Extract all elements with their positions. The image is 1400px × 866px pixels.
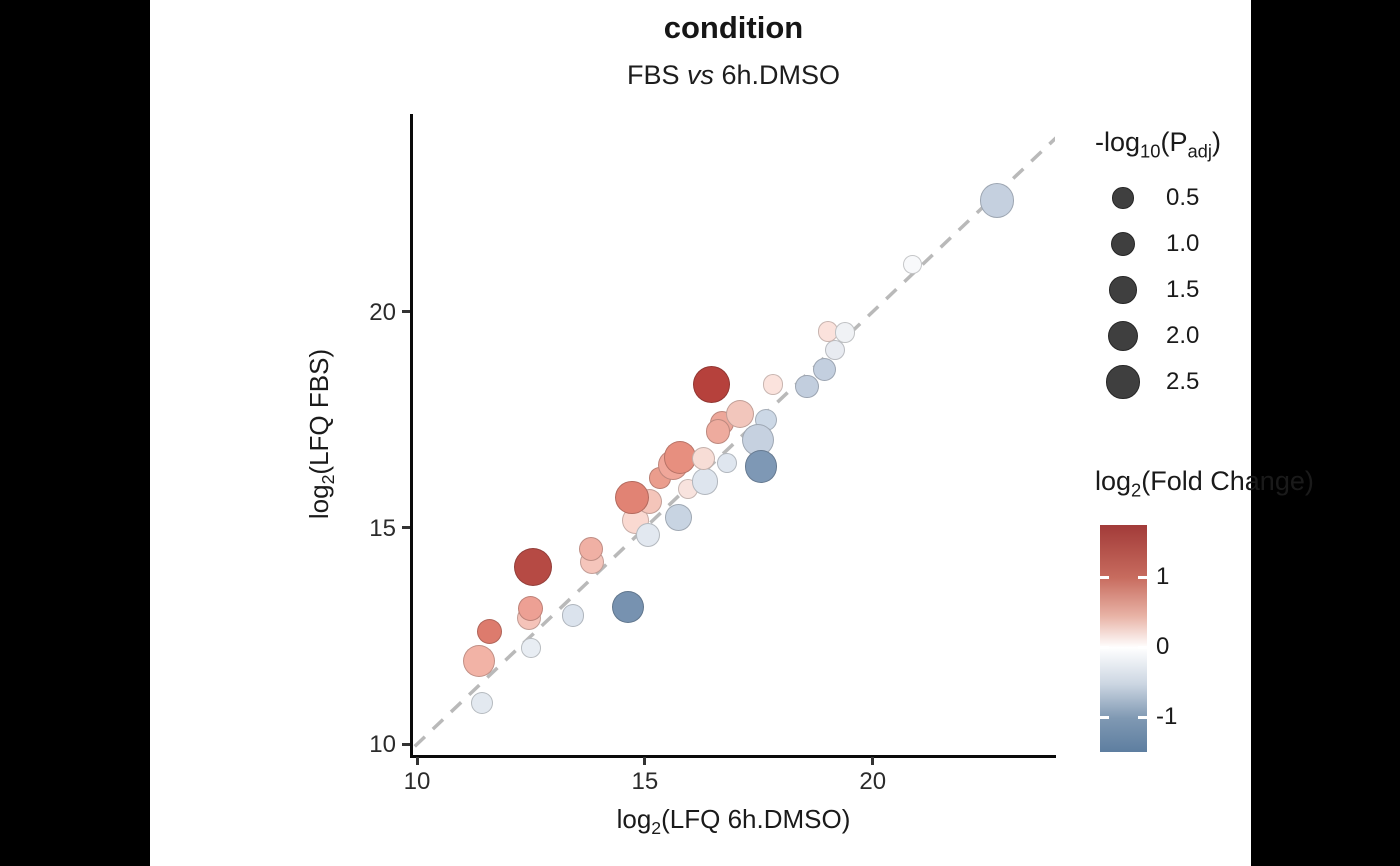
data-point (744, 450, 778, 483)
y-axis-title-rest: (LFQ FBS) (304, 348, 334, 475)
chart-subtitle: FBS vs 6h.DMSO (412, 60, 1055, 91)
y-tick (402, 526, 410, 530)
colorbar-tick-label: 0 (1156, 633, 1170, 661)
color-legend-title-sub: 2 (1131, 479, 1142, 501)
size-legend-label: 1.5 (1166, 276, 1200, 303)
size-legend-label: 2.0 (1166, 322, 1200, 349)
size-legend-title-close: ) (1211, 127, 1221, 157)
data-point (664, 504, 692, 531)
data-point (693, 365, 731, 403)
data-point (615, 481, 649, 515)
size-legend-title: -log10(Padj) (1095, 127, 1221, 162)
data-point (903, 254, 923, 274)
colorbar-tick (1100, 715, 1109, 719)
data-point (471, 692, 494, 715)
data-point (691, 447, 715, 471)
x-tick-label: 10 (403, 768, 431, 795)
size-legend-label: 1.0 (1166, 230, 1200, 257)
data-point (706, 419, 731, 444)
colorbar-tick-label: -1 (1156, 703, 1178, 731)
data-point (726, 399, 755, 428)
data-point (561, 604, 585, 628)
y-axis-title-text: log (304, 484, 334, 520)
y-axis-title: log2(LFQ FBS) (304, 114, 338, 754)
size-legend-circle (1112, 187, 1134, 209)
size-legend-title-subadj: adj (1187, 140, 1212, 162)
data-point (611, 590, 645, 623)
chart-title: condition (663, 10, 804, 45)
subtitle-post: 6h.DMSO (713, 60, 841, 90)
y-tick-label: 10 (369, 731, 396, 759)
plot-panel (412, 115, 1055, 755)
y-axis-title-sub: 2 (318, 474, 339, 485)
colorbar-tick (1138, 715, 1147, 719)
x-axis-title-rest: (LFQ 6h.DMSO) (661, 804, 851, 834)
size-legend-label: 2.5 (1166, 368, 1200, 395)
y-tick-label: 15 (369, 514, 396, 542)
y-axis-line (410, 114, 413, 758)
colorbar-tick (1138, 575, 1147, 579)
y-tick (402, 742, 410, 746)
size-legend-label: 0.5 (1166, 184, 1200, 211)
size-legend-circle (1109, 276, 1137, 304)
data-point (521, 637, 541, 658)
x-axis-title: log2(LFQ 6h.DMSO) (412, 804, 1055, 839)
y-tick (402, 310, 410, 314)
colorbar-tick (1138, 645, 1147, 649)
subtitle-pre: FBS (626, 60, 687, 90)
size-legend-circle (1107, 320, 1139, 352)
x-axis-line (410, 755, 1056, 758)
data-point (578, 536, 604, 561)
color-legend-title-rest: (Fold Change) (1141, 466, 1314, 496)
y-tick-label: 20 (369, 298, 396, 326)
data-point (663, 441, 697, 474)
subtitle-vs: vs (686, 60, 714, 90)
data-point (462, 644, 496, 677)
x-tick-label: 15 (631, 768, 659, 795)
data-point (834, 322, 856, 343)
data-point (824, 339, 845, 360)
size-legend-circle (1110, 231, 1136, 257)
x-axis-title-text: log (616, 804, 652, 834)
identity-line (413, 136, 1055, 748)
colorbar-gradient (1100, 525, 1147, 752)
data-point (517, 596, 543, 622)
data-point (762, 374, 784, 396)
x-tick (415, 757, 419, 765)
figure-panel: condition FBS vs 6h.DMSO log2(LFQ 6h.DMS… (150, 0, 1314, 866)
colorbar-tick-label: 1 (1156, 563, 1170, 591)
data-point (795, 374, 819, 399)
color-legend-title-text: log (1095, 466, 1132, 496)
size-legend-title-text: -log (1095, 127, 1141, 157)
data-point (716, 452, 737, 473)
data-point (813, 358, 837, 382)
x-tick-label: 20 (859, 768, 887, 795)
x-axis-title-sub: 2 (651, 818, 662, 839)
data-point (635, 522, 661, 548)
x-tick (643, 757, 647, 765)
data-point (979, 183, 1015, 218)
color-legend-title: log2(Fold Change) (1095, 466, 1314, 501)
size-legend-circle (1106, 365, 1140, 399)
size-legend-title-open: (P (1160, 127, 1188, 157)
colorbar-tick (1100, 645, 1109, 649)
size-legend-title-sub10: 10 (1140, 140, 1161, 162)
colorbar-tick (1100, 575, 1109, 579)
data-point (513, 547, 552, 586)
x-tick (871, 757, 875, 765)
data-point (691, 468, 719, 496)
data-point (476, 619, 502, 645)
